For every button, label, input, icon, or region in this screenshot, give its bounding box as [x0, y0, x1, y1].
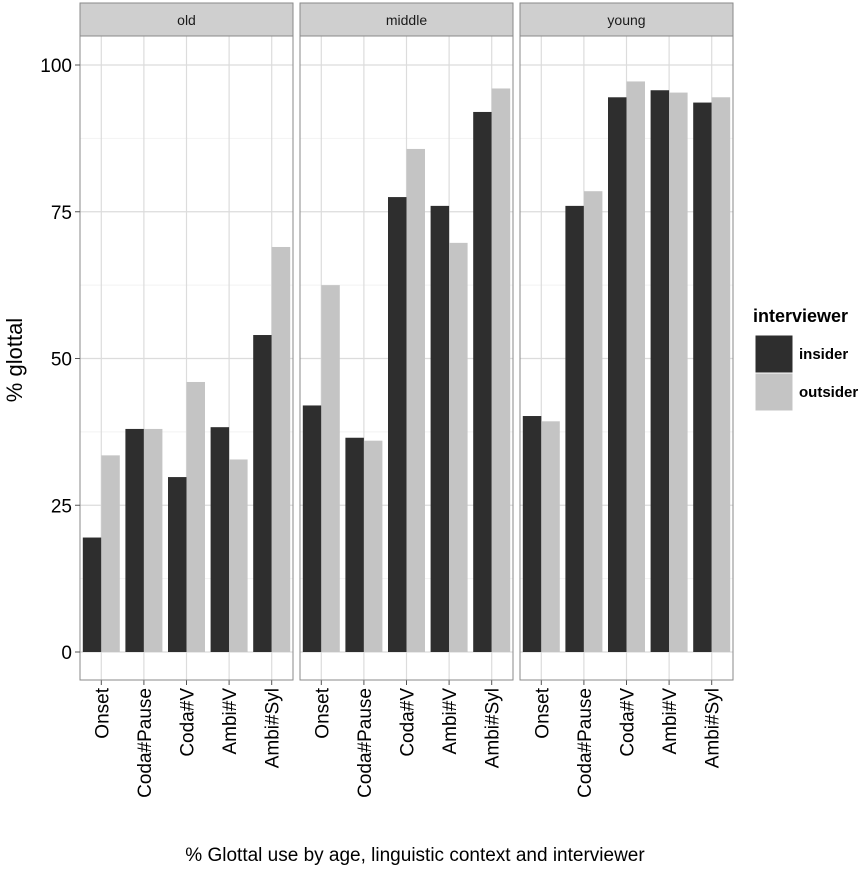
bar-insider-Onset — [522, 416, 542, 652]
bar-insider-Ambi#Syl — [693, 102, 712, 653]
bar-insider-Coda#Pause — [565, 205, 584, 652]
bar-insider-Ambi#Syl — [473, 111, 492, 652]
x-tick-label: Onset — [532, 687, 553, 738]
bar-outsider-Ambi#Syl — [271, 246, 291, 652]
bar-outsider-Ambi#Syl — [711, 97, 731, 652]
facet-strip — [299, 2, 514, 37]
panel-young: young Onset Coda#Pause Coda#V Ambi#V Ambi#Syl — [519, 2, 734, 798]
facet-label: young — [607, 12, 645, 28]
x-tick-label: Coda#V — [618, 688, 639, 757]
x-tick-label: Ambi#V — [220, 688, 241, 755]
bar-outsider-Coda#V — [406, 148, 425, 653]
x-tick-label: Ambi#Syl — [263, 688, 284, 768]
bar-outsider-Ambi#V — [449, 242, 468, 652]
bar-outsider-Coda#V — [626, 81, 645, 653]
y-tick-label: 0 — [61, 643, 72, 664]
bar-outsider-Ambi#V — [229, 459, 248, 652]
bar-insider-Ambi#V — [430, 205, 450, 652]
facet-label: middle — [386, 12, 427, 28]
x-tick-label: Ambi#Syl — [703, 688, 724, 768]
bar-insider-Ambi#V — [650, 90, 670, 653]
bar-outsider-Coda#Pause — [363, 440, 383, 652]
bar-outsider-Ambi#V — [669, 92, 688, 653]
bar-outsider-Coda#V — [186, 381, 205, 652]
x-tick-label: Coda#V — [178, 688, 199, 757]
bar-outsider-Onset — [321, 285, 340, 652]
bar-outsider-Ambi#Syl — [491, 88, 511, 653]
legend-title: interviewer — [753, 306, 848, 326]
legend-label-outsider: outsider — [799, 384, 858, 401]
bar-insider-Coda#V — [168, 477, 187, 652]
bar-insider-Ambi#Syl — [253, 335, 272, 652]
panel-middle: middle Onset Coda#Pause Coda#V Ambi#V Ambi#Sy… — [299, 2, 514, 798]
y-tick-label: 75 — [51, 203, 72, 224]
bar-insider-Coda#V — [388, 197, 407, 652]
legend: interviewer insider outsider — [753, 306, 858, 412]
x-tick-label: Onset — [92, 687, 113, 738]
y-tick-label: 100 — [40, 56, 72, 77]
bar-outsider-Coda#Pause — [143, 428, 163, 652]
y-tick-label: 25 — [51, 496, 72, 517]
y-tick-label: 50 — [51, 350, 72, 371]
facet-label: old — [177, 12, 196, 28]
bar-insider-Coda#Pause — [125, 428, 144, 652]
legend-label-insider: insider — [799, 346, 848, 363]
x-tick-label: Ambi#V — [660, 688, 681, 755]
x-tick-label: Onset — [312, 687, 333, 738]
bar-insider-Onset — [302, 405, 322, 652]
bar-insider-Onset — [82, 537, 102, 652]
bar-insider-Coda#V — [608, 97, 627, 652]
y-axis-title: % glottal — [2, 318, 27, 402]
x-tick-label: Ambi#Syl — [483, 688, 504, 768]
bar-insider-Ambi#V — [210, 427, 230, 652]
legend-key-outsider — [754, 372, 794, 412]
x-tick-label: Ambi#V — [440, 688, 461, 755]
bar-outsider-Coda#Pause — [583, 191, 603, 652]
panel-old: old Onset Coda#Pause Coda#V Ambi#V Ambi#Syl — [79, 2, 294, 798]
facet-strip — [79, 2, 294, 37]
x-axis-title: % Glottal use by age, linguistic context… — [185, 845, 645, 866]
panel-border — [519, 35, 734, 681]
facet-strip — [519, 2, 734, 37]
bar-outsider-Onset — [541, 421, 560, 652]
x-tick-label: Coda#V — [398, 688, 419, 757]
bar-insider-Coda#Pause — [345, 437, 364, 652]
x-tick-label: Coda#Pause — [355, 688, 376, 798]
y-axis-ticks: 0 25 50 75 100 — [40, 56, 80, 664]
legend-key-insider — [754, 334, 794, 374]
x-tick-label: Coda#Pause — [575, 688, 596, 798]
panel-border — [299, 35, 514, 681]
x-tick-label: Coda#Pause — [135, 688, 156, 798]
bar-outsider-Onset — [101, 455, 120, 652]
